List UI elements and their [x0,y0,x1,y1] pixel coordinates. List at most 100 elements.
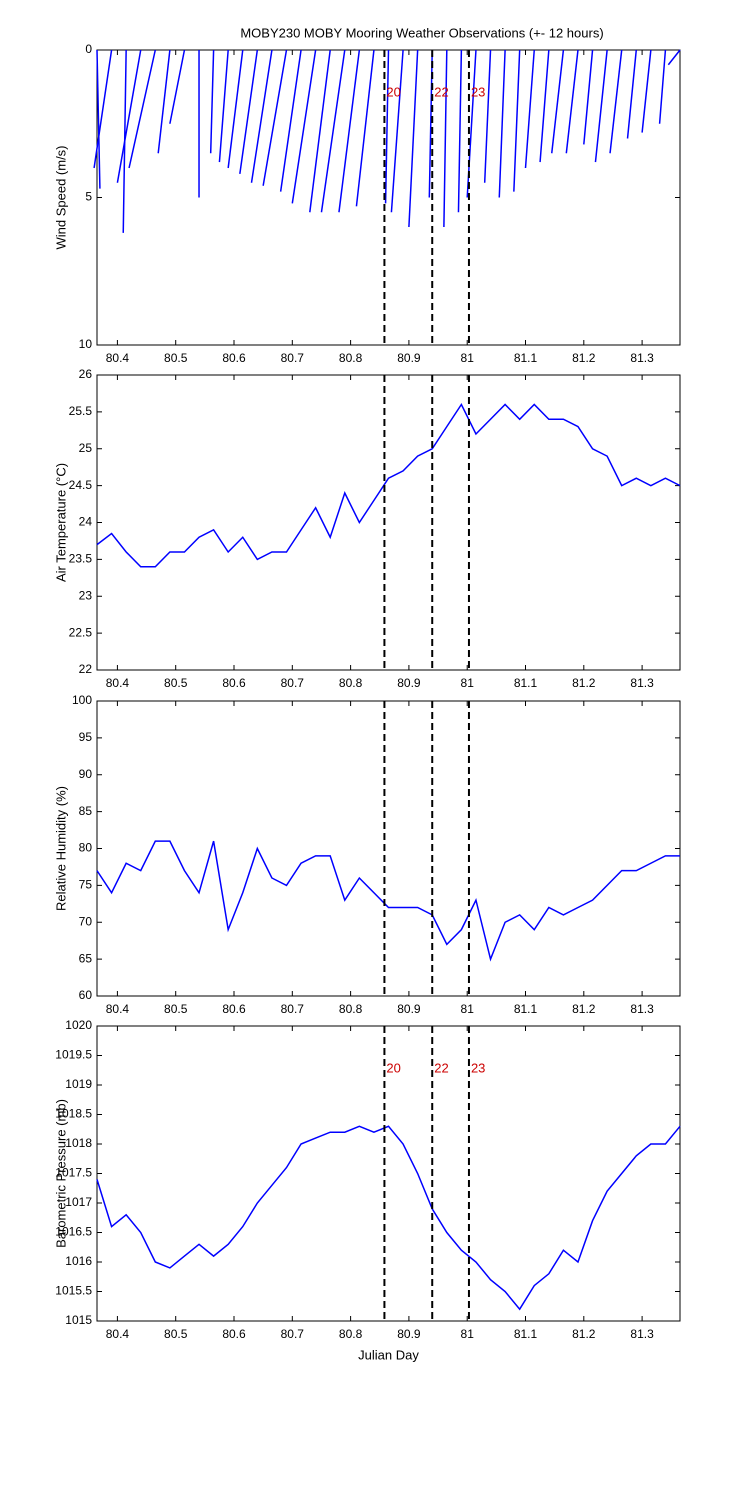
x-tick-label: 81.2 [572,1327,596,1341]
y-tick-label: 24 [79,515,93,529]
y-axis-label: Barometric Pressure (mb) [53,1099,68,1248]
y-tick-label: 1018 [65,1136,92,1150]
x-axis-label: Julian Day [358,1347,419,1362]
y-tick-label: 1017.5 [55,1166,92,1180]
x-tick-label: 81 [461,1002,475,1016]
x-tick-label: 80.8 [339,351,363,365]
chart-title: MOBY230 MOBY Mooring Weather Observation… [240,25,603,40]
y-tick-label: 65 [79,951,93,965]
x-tick-label: 80.8 [339,1327,363,1341]
wind-stick [355,49,375,207]
wind-stick [594,49,608,163]
x-tick-label: 80.4 [106,1327,130,1341]
y-tick-label: 24.5 [69,478,93,492]
x-tick-label: 81.3 [630,1327,654,1341]
wind-stick [524,49,535,169]
event-label: 20 [386,84,400,99]
x-tick-label: 80.5 [164,1327,188,1341]
x-tick-label: 81 [461,676,475,690]
wind-stick [539,49,550,163]
data-line [96,840,680,962]
wind-stick [583,49,594,145]
y-tick-label: 60 [79,988,93,1002]
wind-stick [209,49,215,154]
y-tick-label: 0 [85,42,92,56]
wind-stick [309,49,331,213]
wind-stick [408,49,419,228]
y-tick-label: 1017 [65,1195,92,1209]
y-tick-label: 90 [79,767,93,781]
wind-stick [483,49,492,183]
x-tick-label: 81.2 [572,351,596,365]
x-tick-label: 80.8 [339,1002,363,1016]
x-tick-label: 80.4 [106,1002,130,1016]
x-tick-label: 80.6 [222,1002,246,1016]
x-tick-label: 80.6 [222,676,246,690]
x-tick-label: 81.1 [514,351,538,365]
y-tick-label: 70 [79,914,93,928]
x-tick-label: 80.9 [397,351,421,365]
x-tick-label: 81.2 [572,1002,596,1016]
y-tick-label: 85 [79,804,93,818]
wind-stick [279,49,302,192]
x-tick-label: 81 [461,1327,475,1341]
wind-stick [169,49,186,124]
wind-stick [116,49,142,183]
x-tick-label: 80.4 [106,351,130,365]
x-tick-label: 81.3 [630,351,654,365]
event-label: 22 [434,84,448,99]
x-tick-label: 81.1 [514,1327,538,1341]
y-axis-label: Air Temperature (°C) [53,463,68,582]
y-axis-label: Wind Speed (m/s) [53,145,68,249]
y-tick-label: 10 [79,337,93,351]
wind-stick [128,49,157,169]
wind-stick [227,49,244,169]
x-tick-label: 80.6 [222,351,246,365]
wind-stick [262,49,288,186]
wind-stick [250,49,273,183]
x-tick-label: 80.5 [164,676,188,690]
y-tick-label: 1020 [65,1018,92,1032]
y-tick-label: 80 [79,841,93,855]
x-tick-label: 80.4 [106,676,130,690]
y-tick-label: 26 [79,367,93,381]
wind-stick [384,49,390,204]
x-tick-label: 81.3 [630,676,654,690]
wind-stick [443,49,448,228]
wind-stick [641,49,652,133]
y-tick-label: 25 [79,441,93,455]
y-tick-label: 5 [85,190,92,204]
wind-stick [550,49,565,154]
wind-stick [658,49,667,124]
x-tick-label: 81.2 [572,676,596,690]
wind-stick [457,49,463,213]
y-tick-label: 1016 [65,1254,92,1268]
y-tick-label: 1018.5 [55,1107,92,1121]
wind-stick [626,49,638,139]
wind-stick [338,49,361,213]
y-tick-label: 23 [79,588,93,602]
x-tick-label: 80.6 [222,1327,246,1341]
wind-stick [498,49,506,198]
y-tick-label: 75 [79,878,93,892]
wind-stick [291,49,317,204]
x-tick-label: 81.3 [630,1002,654,1016]
wind-stick [565,49,579,154]
x-tick-label: 80.5 [164,1002,188,1016]
wind-stick [609,49,623,154]
x-tick-label: 81.1 [514,1002,538,1016]
y-tick-label: 1016.5 [55,1225,92,1239]
event-label: 20 [386,1060,400,1075]
y-tick-label: 22 [79,662,93,676]
x-tick-label: 80.9 [397,1327,421,1341]
event-label: 22 [434,1060,448,1075]
y-tick-label: 100 [72,693,92,707]
event-label: 23 [471,84,485,99]
x-tick-label: 80.7 [281,676,305,690]
y-axis-label: Relative Humidity (%) [53,786,68,911]
x-tick-label: 80.7 [281,351,305,365]
wind-stick [513,49,521,192]
x-tick-label: 80.9 [397,1002,421,1016]
